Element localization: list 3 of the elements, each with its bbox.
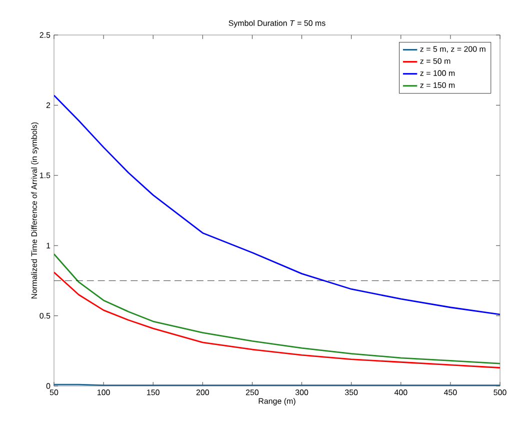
line-series bbox=[54, 272, 500, 368]
line-series bbox=[54, 94, 500, 316]
line-series bbox=[54, 253, 500, 364]
